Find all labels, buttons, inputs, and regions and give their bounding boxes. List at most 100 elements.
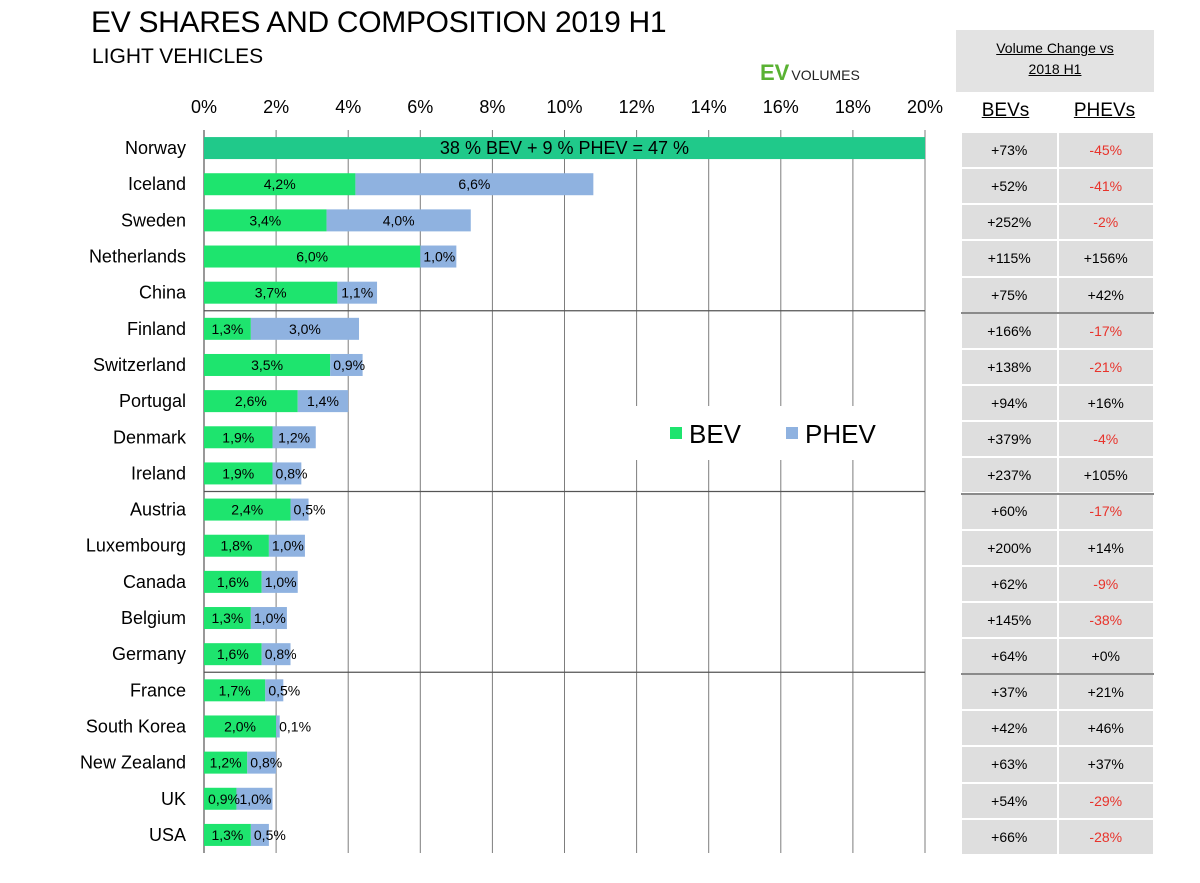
bar-bev (204, 643, 262, 666)
volume-change-row: +52% -41% (961, 168, 1154, 204)
category-label: Luxembourg (86, 536, 186, 556)
bar-bev-value-label: 3,7% (255, 285, 287, 301)
bar-annotation: 38 % BEV + 9 % PHEV = 47 % (440, 138, 689, 158)
volume-change-bev-cell: +379% (962, 422, 1057, 457)
volume-change-row: +64% +0% (961, 638, 1154, 674)
category-label: Norway (125, 138, 186, 158)
category-label: Netherlands (89, 247, 186, 267)
bar-bev (204, 823, 251, 846)
column-header-phevs-label: PHEVs (1073, 100, 1136, 121)
volume-change-row: +138% -21% (961, 349, 1154, 385)
bar-bev (204, 462, 273, 485)
bar-phev-value-label: 1,1% (341, 285, 373, 301)
category-label: Ireland (131, 463, 186, 483)
category-label: Canada (123, 572, 187, 592)
bar-phev (326, 209, 471, 232)
bar-phev (265, 679, 284, 702)
volume-change-header: Volume Change vs 2018 H1 (956, 30, 1154, 92)
bar-phev-value-label: 0,9% (333, 357, 365, 373)
x-tick-label: 0% (191, 97, 217, 117)
bar-bev-value-label: 1,6% (217, 646, 249, 662)
bar-bev-value-label: 1,9% (222, 465, 254, 481)
volume-change-phev-cell: -17% (1058, 494, 1153, 529)
bar-phev-value-label: 1,0% (423, 249, 455, 265)
volume-change-phev-cell: -2% (1058, 205, 1153, 240)
legend-phev-swatch (786, 427, 798, 439)
chart-subtitle: LIGHT VEHICLES (92, 45, 264, 68)
x-tick-label: 12% (619, 97, 655, 117)
bar-phev (272, 462, 302, 485)
volume-change-row: +379% -4% (961, 421, 1154, 457)
volume-change-bev-cell: +63% (962, 747, 1057, 782)
volume-change-phev-cell: +46% (1058, 711, 1153, 746)
volume-change-row: +42% +46% (961, 710, 1154, 746)
category-label: Sweden (121, 210, 186, 230)
bar-phev-value-label: 0,1% (279, 718, 311, 734)
volume-change-bev-cell: +62% (962, 566, 1057, 601)
volume-change-phev-cell: -21% (1058, 349, 1153, 384)
x-tick-label: 8% (479, 97, 505, 117)
volume-change-phev-cell: +156% (1058, 241, 1153, 276)
bar-phev (355, 173, 594, 196)
bar-bev (204, 390, 298, 413)
volume-change-bev-cell: +138% (962, 349, 1057, 384)
bar-phev (276, 715, 280, 738)
bar-phev (272, 426, 316, 449)
legend-phev-label: PHEV (805, 419, 876, 449)
x-tick-label: 10% (546, 97, 582, 117)
bar-bev (204, 353, 331, 376)
category-label: South Korea (86, 716, 187, 736)
volume-change-bev-cell: +75% (962, 277, 1057, 312)
bar-phev (420, 245, 457, 268)
bar-bev-value-label: 2,0% (224, 718, 256, 734)
bar-phev (247, 751, 277, 774)
bar-phev-value-label: 1,0% (272, 538, 304, 554)
x-tick-label: 2% (263, 97, 289, 117)
column-header-bevs: BEVs (956, 92, 1055, 130)
column-header-phevs: PHEVs (1055, 92, 1154, 130)
bar-bev (204, 607, 251, 630)
bar-bev (204, 317, 251, 340)
volume-change-row: +62% -9% (961, 566, 1154, 602)
x-tick-label: 14% (691, 97, 727, 117)
category-label: Denmark (113, 427, 187, 447)
volume-change-row: +115% +156% (961, 240, 1154, 276)
volume-change-header-line1: Volume Change vs (996, 40, 1114, 56)
bar-bev (204, 281, 338, 304)
volume-change-columns: BEVs PHEVs (956, 92, 1154, 130)
bar-norway-total (204, 137, 925, 160)
table-group-separator (961, 311, 1154, 314)
bar-phev-value-label: 0,8% (250, 755, 282, 771)
bar-phev (297, 390, 349, 413)
bar-bev-value-label: 1,3% (211, 321, 243, 337)
bar-phev-value-label: 3,0% (289, 321, 321, 337)
volume-change-row: +66% -28% (961, 819, 1154, 855)
bar-phev (250, 607, 287, 630)
bar-bev (204, 209, 327, 232)
bar-phev-value-label: 4,0% (383, 212, 415, 228)
volume-change-bev-cell: +237% (962, 458, 1057, 493)
bar-bev (204, 245, 421, 268)
bar-bev (204, 426, 273, 449)
bar-bev (204, 570, 262, 593)
volume-change-row: +145% -38% (961, 602, 1154, 638)
bar-phev-value-label: 1,0% (239, 791, 271, 807)
volume-change-row: +54% -29% (961, 783, 1154, 819)
volume-change-row: +94% +16% (961, 385, 1154, 421)
bar-bev-value-label: 6,0% (296, 249, 328, 265)
bar-phev (337, 281, 378, 304)
table-group-separator (961, 492, 1154, 495)
volume-change-bev-cell: +166% (962, 313, 1057, 348)
bar-phev-value-label: 1,0% (254, 610, 286, 626)
bar-phev (236, 787, 273, 810)
bar-bev-value-label: 1,8% (220, 538, 252, 554)
volume-change-bev-cell: +37% (962, 675, 1057, 710)
volume-change-bev-cell: +42% (962, 711, 1057, 746)
bar-bev-value-label: 1,3% (211, 827, 243, 843)
volume-change-row: +166% -17% (961, 313, 1154, 349)
bar-phev-value-label: 1,4% (307, 393, 339, 409)
x-tick-label: 18% (835, 97, 871, 117)
volume-change-phev-cell: +16% (1058, 385, 1153, 421)
volume-change-row: +60% -17% (961, 493, 1154, 529)
category-label: Germany (112, 644, 186, 664)
